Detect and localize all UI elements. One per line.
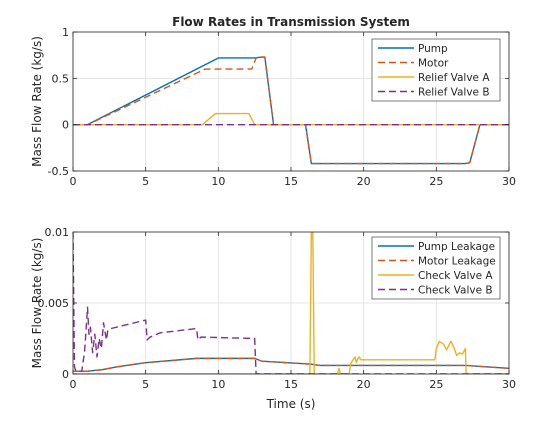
y-tick-label: 1 — [62, 26, 69, 39]
series-group — [73, 56, 509, 165]
x-tick-label: 0 — [70, 175, 77, 188]
y-axis-label: Mass Flow Rate (kg/s) — [30, 238, 44, 369]
y-tick-label: 0.005 — [38, 297, 70, 310]
series-line-motor-leakage — [73, 357, 509, 372]
x-tick-label: 0 — [70, 378, 77, 391]
x-tick-label: 25 — [429, 175, 443, 188]
x-tick-label: 15 — [284, 378, 298, 391]
y-axis-label: Mass Flow Rate (kg/s) — [30, 36, 44, 167]
x-tick-label: 30 — [502, 175, 516, 188]
x-tick-label: 5 — [142, 175, 149, 188]
legend-label: Pump — [418, 43, 448, 55]
legend-label: Check Valve B — [418, 285, 493, 297]
chart-title: Flow Rates in Transmission System — [172, 15, 410, 29]
legend-box — [371, 38, 501, 102]
legend-label: Relief Valve A — [418, 72, 490, 84]
y-tick-label: 0 — [62, 368, 69, 381]
series-line-check-valve-b — [73, 232, 509, 374]
series-line-check-valve-a — [73, 232, 509, 374]
legend-label: Motor Leakage — [418, 256, 496, 268]
legend: Pump Leakage Motor Leakage Check Valve A Ch… — [371, 236, 501, 300]
x-tick-label: 10 — [211, 378, 225, 391]
x-tick-label: 5 — [142, 378, 149, 391]
y-tick-label: 0.5 — [52, 72, 70, 85]
legend-label: Pump Leakage — [418, 241, 495, 253]
series-group — [73, 232, 509, 374]
x-tick-label: 20 — [357, 175, 371, 188]
y-tick-label: -0.5 — [48, 165, 69, 178]
y-tick-label: 0 — [62, 119, 69, 132]
x-tick-label: 10 — [211, 175, 225, 188]
x-tick-label: 25 — [429, 378, 443, 391]
y-tick-label: 0.01 — [45, 226, 70, 239]
x-axis-label: Time (s) — [266, 397, 316, 411]
x-tick-label: 20 — [357, 378, 371, 391]
legend-label: Motor — [418, 58, 449, 70]
legend-label: Check Valve A — [418, 270, 493, 282]
x-tick-label: 15 — [284, 175, 298, 188]
legend-box — [371, 236, 501, 300]
x-tick-label: 30 — [502, 378, 516, 391]
legend-label: Relief Valve B — [418, 87, 490, 99]
legend: Pump Motor Relief Valve A Relief Valve B — [371, 38, 501, 102]
